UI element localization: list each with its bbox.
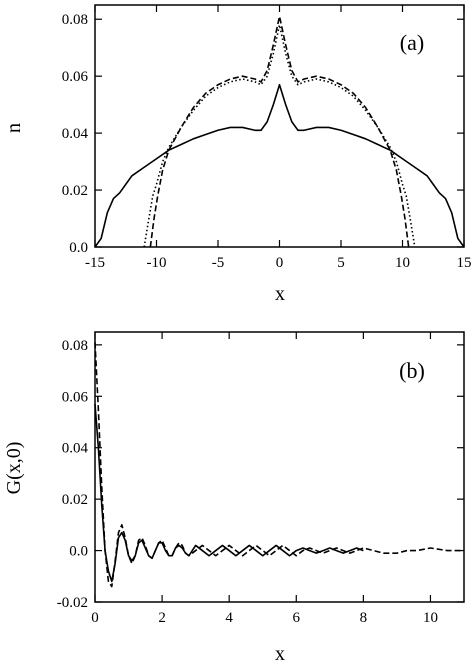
ticks-b: 0 2 4 6 8 10 -0.02 0.0 0.02 0.04 0.06 0.08 (57, 332, 464, 626)
series-dashed-line-b (94, 342, 464, 588)
y-tick-label-b: -0.02 (57, 595, 88, 611)
series-group-a (94, 15, 465, 248)
ticks-a: -15 -10 -5 0 5 10 15 0.0 0.02 0.04 0.06 0.08 (62, 5, 472, 271)
y-tick-label-a: 0.0 (69, 240, 88, 256)
x-tick-label-a: 15 (457, 255, 472, 271)
y-axis-label-b: G(x,0) (3, 442, 25, 495)
y-tick-label-a: 0.06 (62, 69, 89, 85)
panel-a: -15 -10 -5 0 5 10 150.00.020.040.060.08 (a) x … (3, 4, 472, 305)
x-tick-label-a: -5 (212, 255, 225, 271)
x-tick-label-b: 4 (225, 610, 233, 626)
y-tick-label-b: 0.02 (62, 492, 88, 508)
x-tick-label-b: 0 (91, 610, 99, 626)
series-solid-line-b (94, 403, 364, 583)
x-axis-label-b: x (275, 643, 285, 664)
y-tick-label-a: 0.02 (62, 183, 88, 199)
panel-label-a: (a) (400, 30, 424, 55)
x-tick-label-a: -10 (147, 255, 167, 271)
x-tick-label-a: 10 (395, 255, 410, 271)
y-tick-label-b: 0.06 (62, 389, 89, 405)
y-tick-label-b: 0.08 (62, 338, 88, 354)
series-solid-line-a (94, 83, 465, 248)
plot-frame-b (94, 331, 465, 603)
x-tick-label-a: 5 (337, 255, 345, 271)
y-tick-label-a: 0.04 (62, 126, 89, 142)
x-tick-label-b: 2 (158, 610, 166, 626)
x-tick-label-b: 8 (360, 610, 368, 626)
panel-label-b: (b) (399, 358, 425, 383)
y-axis-label-a: n (3, 123, 25, 133)
panel-b: 0 2 4 6 8 10 -0.02 0.0 0.02 0.04 0.06 0.08 (b) x G(… (3, 331, 465, 664)
x-tick-label-a: 0 (276, 255, 284, 271)
x-tick-label-b: 6 (293, 610, 301, 626)
series-dashed-line-a (149, 15, 410, 248)
y-tick-label-a: 0.08 (62, 12, 88, 28)
series-dotted-line-a (143, 24, 416, 248)
x-tick-label-b: 10 (423, 610, 438, 626)
y-tick-label-b: 0.0 (69, 544, 88, 560)
series-group-b (94, 342, 464, 588)
x-axis-label-a: x (275, 283, 285, 305)
y-tick-label-b: 0.04 (62, 441, 89, 457)
x-tick-label-a: -15 (85, 255, 105, 271)
